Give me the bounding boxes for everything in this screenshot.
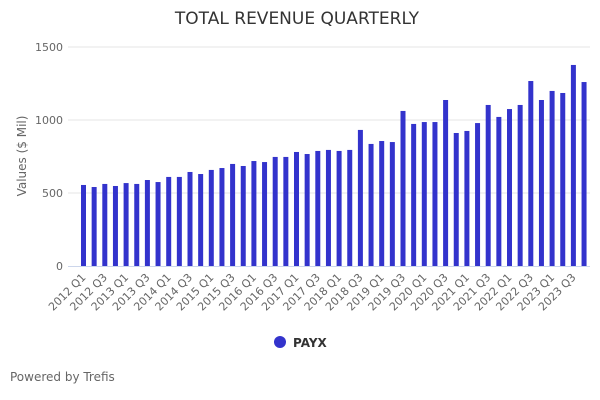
bar[interactable]	[251, 161, 257, 266]
bar[interactable]	[230, 163, 236, 266]
bar[interactable]	[496, 116, 502, 267]
bar[interactable]	[570, 64, 576, 266]
bar[interactable]	[475, 123, 481, 266]
bar[interactable]	[240, 165, 246, 266]
bar[interactable]	[389, 142, 395, 266]
bar[interactable]	[81, 184, 86, 266]
bar[interactable]	[198, 174, 204, 266]
bar[interactable]	[368, 143, 374, 266]
bar[interactable]	[528, 81, 534, 266]
bar[interactable]	[294, 151, 299, 266]
bar[interactable]	[91, 187, 97, 266]
bar[interactable]	[102, 183, 108, 266]
bar[interactable]	[400, 110, 406, 266]
bar[interactable]	[432, 122, 438, 266]
bar[interactable]	[485, 104, 491, 266]
bar[interactable]	[379, 141, 385, 266]
bar[interactable]	[219, 168, 225, 266]
bar[interactable]	[262, 162, 268, 266]
bar[interactable]	[336, 150, 342, 266]
y-tick-label: 1500	[35, 41, 63, 54]
bar[interactable]	[517, 104, 523, 266]
chart-title: TOTAL REVENUE QUARTERLY	[174, 9, 420, 29]
bar[interactable]	[421, 122, 427, 266]
bar[interactable]	[443, 99, 449, 266]
bar[interactable]	[155, 182, 161, 266]
bar[interactable]	[208, 169, 214, 266]
bars	[81, 64, 587, 267]
bar[interactable]	[144, 180, 150, 266]
legend-marker-icon	[274, 336, 286, 348]
bar[interactable]	[347, 149, 353, 266]
bar[interactable]	[304, 154, 310, 266]
bar[interactable]	[549, 90, 555, 266]
bar[interactable]	[581, 82, 587, 266]
y-tick-label: 500	[42, 187, 63, 200]
bar[interactable]	[464, 130, 470, 266]
bar[interactable]	[315, 150, 321, 266]
powered-by-text: Powered by Trefis	[10, 370, 115, 384]
bar[interactable]	[176, 176, 182, 266]
bar[interactable]	[507, 109, 512, 266]
bar[interactable]	[357, 129, 363, 266]
legend[interactable]: PAYX	[274, 336, 328, 350]
bar[interactable]	[166, 176, 172, 266]
y-tick-label: 1000	[35, 114, 63, 127]
y-axis-label: Values ($ Mil)	[15, 116, 29, 197]
bar[interactable]	[272, 156, 278, 266]
bar[interactable]	[283, 156, 289, 266]
bar[interactable]	[123, 183, 129, 266]
bar[interactable]	[112, 185, 118, 266]
legend-label[interactable]: PAYX	[293, 336, 328, 350]
bar[interactable]	[560, 92, 566, 267]
bar[interactable]	[411, 123, 417, 266]
bar[interactable]	[325, 149, 331, 266]
y-tick-label: 0	[56, 260, 63, 273]
bar[interactable]	[134, 183, 140, 266]
bar[interactable]	[453, 132, 459, 266]
bar[interactable]	[538, 99, 544, 266]
y-axis-ticks: 0 500 1000 1500	[35, 41, 63, 273]
bar[interactable]	[187, 171, 193, 266]
